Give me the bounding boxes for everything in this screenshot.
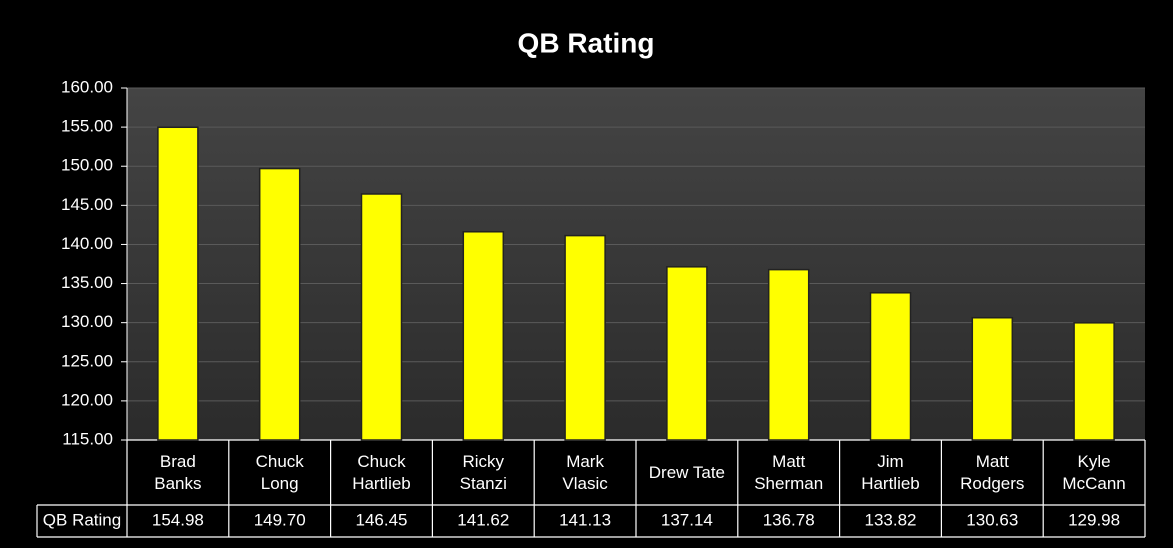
bar	[869, 292, 912, 441]
x-tick-label: Chuck Hartlieb	[352, 451, 411, 493]
table-value: 141.13	[559, 510, 611, 529]
bar	[157, 126, 199, 441]
chart-title: QB Rating	[518, 27, 655, 58]
x-tick-label: Matt Rodgers	[960, 451, 1025, 493]
table-value: 137.14	[661, 510, 713, 529]
table-value: 141.62	[457, 510, 509, 529]
y-tick-label: 130.00	[61, 312, 113, 331]
table-value: 149.70	[254, 510, 306, 529]
x-tick-label: Jim Hartlieb	[861, 451, 920, 493]
y-tick-label: 125.00	[61, 351, 113, 370]
x-tick-label: Kyle McCann	[1062, 451, 1126, 493]
y-tick-label: 160.00	[61, 77, 113, 96]
y-tick-label: 120.00	[61, 390, 113, 409]
x-tick-label: Mark Vlasic	[562, 451, 608, 493]
x-tick-label: Chuck Long	[255, 451, 304, 493]
bar	[767, 268, 810, 441]
bar	[971, 316, 1014, 441]
x-tick-label: Drew Tate	[648, 462, 725, 482]
y-tick-label: 140.00	[61, 234, 113, 253]
table-row-label: QB Rating	[43, 510, 121, 529]
y-tick-label: 155.00	[61, 117, 113, 136]
y-tick-label: 135.00	[61, 273, 113, 292]
x-tick-label: Matt Sherman	[754, 451, 824, 493]
bar	[360, 193, 403, 441]
y-tick-label: 115.00	[62, 429, 113, 448]
table-value: 133.82	[865, 510, 917, 529]
x-tick-label: Brad Banks	[154, 451, 202, 493]
bar	[1073, 322, 1115, 441]
bar	[462, 231, 505, 441]
table-value: 130.63	[966, 510, 1018, 529]
table-value: 154.98	[152, 510, 204, 529]
bar	[564, 234, 606, 441]
bar	[258, 167, 301, 441]
bar	[666, 266, 708, 441]
y-tick-label: 150.00	[61, 156, 113, 175]
y-tick-label: 145.00	[61, 195, 113, 214]
table-value: 129.98	[1068, 510, 1120, 529]
x-tick-label: Ricky Stanzi	[459, 451, 507, 493]
table-value: 136.78	[763, 510, 815, 529]
table-value: 146.45	[356, 510, 408, 529]
